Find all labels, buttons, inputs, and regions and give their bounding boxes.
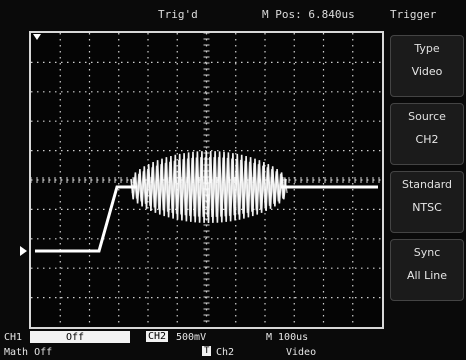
time-scale: M 100us xyxy=(266,332,309,343)
menu-item-sync[interactable]: Sync All Line xyxy=(390,239,464,301)
trigger-source: Ch2 xyxy=(216,347,235,358)
menu-item-type[interactable]: Type Video xyxy=(390,35,464,97)
channel-ground-marker-icon xyxy=(20,246,27,256)
menu-item-label: Type xyxy=(414,42,440,55)
waveform-display xyxy=(29,31,384,329)
trace-lead xyxy=(35,185,137,253)
menu-item-standard[interactable]: Standard NTSC xyxy=(390,171,464,233)
ch2-scale: 500mV xyxy=(176,332,207,343)
menu-item-value: CH2 xyxy=(415,133,439,146)
math-state: Math Off xyxy=(4,347,53,358)
menu-item-label: Standard xyxy=(401,178,453,191)
menu-item-source[interactable]: Source CH2 xyxy=(390,103,464,165)
trigger-source-badge: T xyxy=(202,346,212,356)
ch1-status-box xyxy=(30,331,130,343)
trigger-menu: Type Video Source CH2 Standard NTSC Sync… xyxy=(390,29,466,331)
top-status-bar: Trig'd M Pos: 6.840us Trigger xyxy=(0,0,466,30)
trigger-type: Video xyxy=(286,347,317,358)
memory-position: M Pos: 6.840us xyxy=(262,8,355,21)
ch1-state: Off xyxy=(66,332,85,343)
ch1-label: CH1 xyxy=(4,332,23,343)
bottom-status-bar: CH1 Off CH2 500mV M 100us Math Off T Ch2… xyxy=(0,330,466,360)
menu-item-label: Source xyxy=(408,110,446,123)
waveform-svg xyxy=(31,33,382,327)
menu-item-value: Video xyxy=(411,65,443,78)
menu-item-value: All Line xyxy=(406,269,448,282)
trigger-status: Trig'd xyxy=(158,8,198,21)
trace-burst-2 xyxy=(131,156,288,218)
menu-title: Trigger xyxy=(390,8,437,21)
ch2-badge: CH2 xyxy=(146,331,169,342)
menu-item-label: Sync xyxy=(413,246,441,259)
menu-item-value: NTSC xyxy=(412,201,442,214)
trigger-position-marker-icon xyxy=(33,34,41,40)
